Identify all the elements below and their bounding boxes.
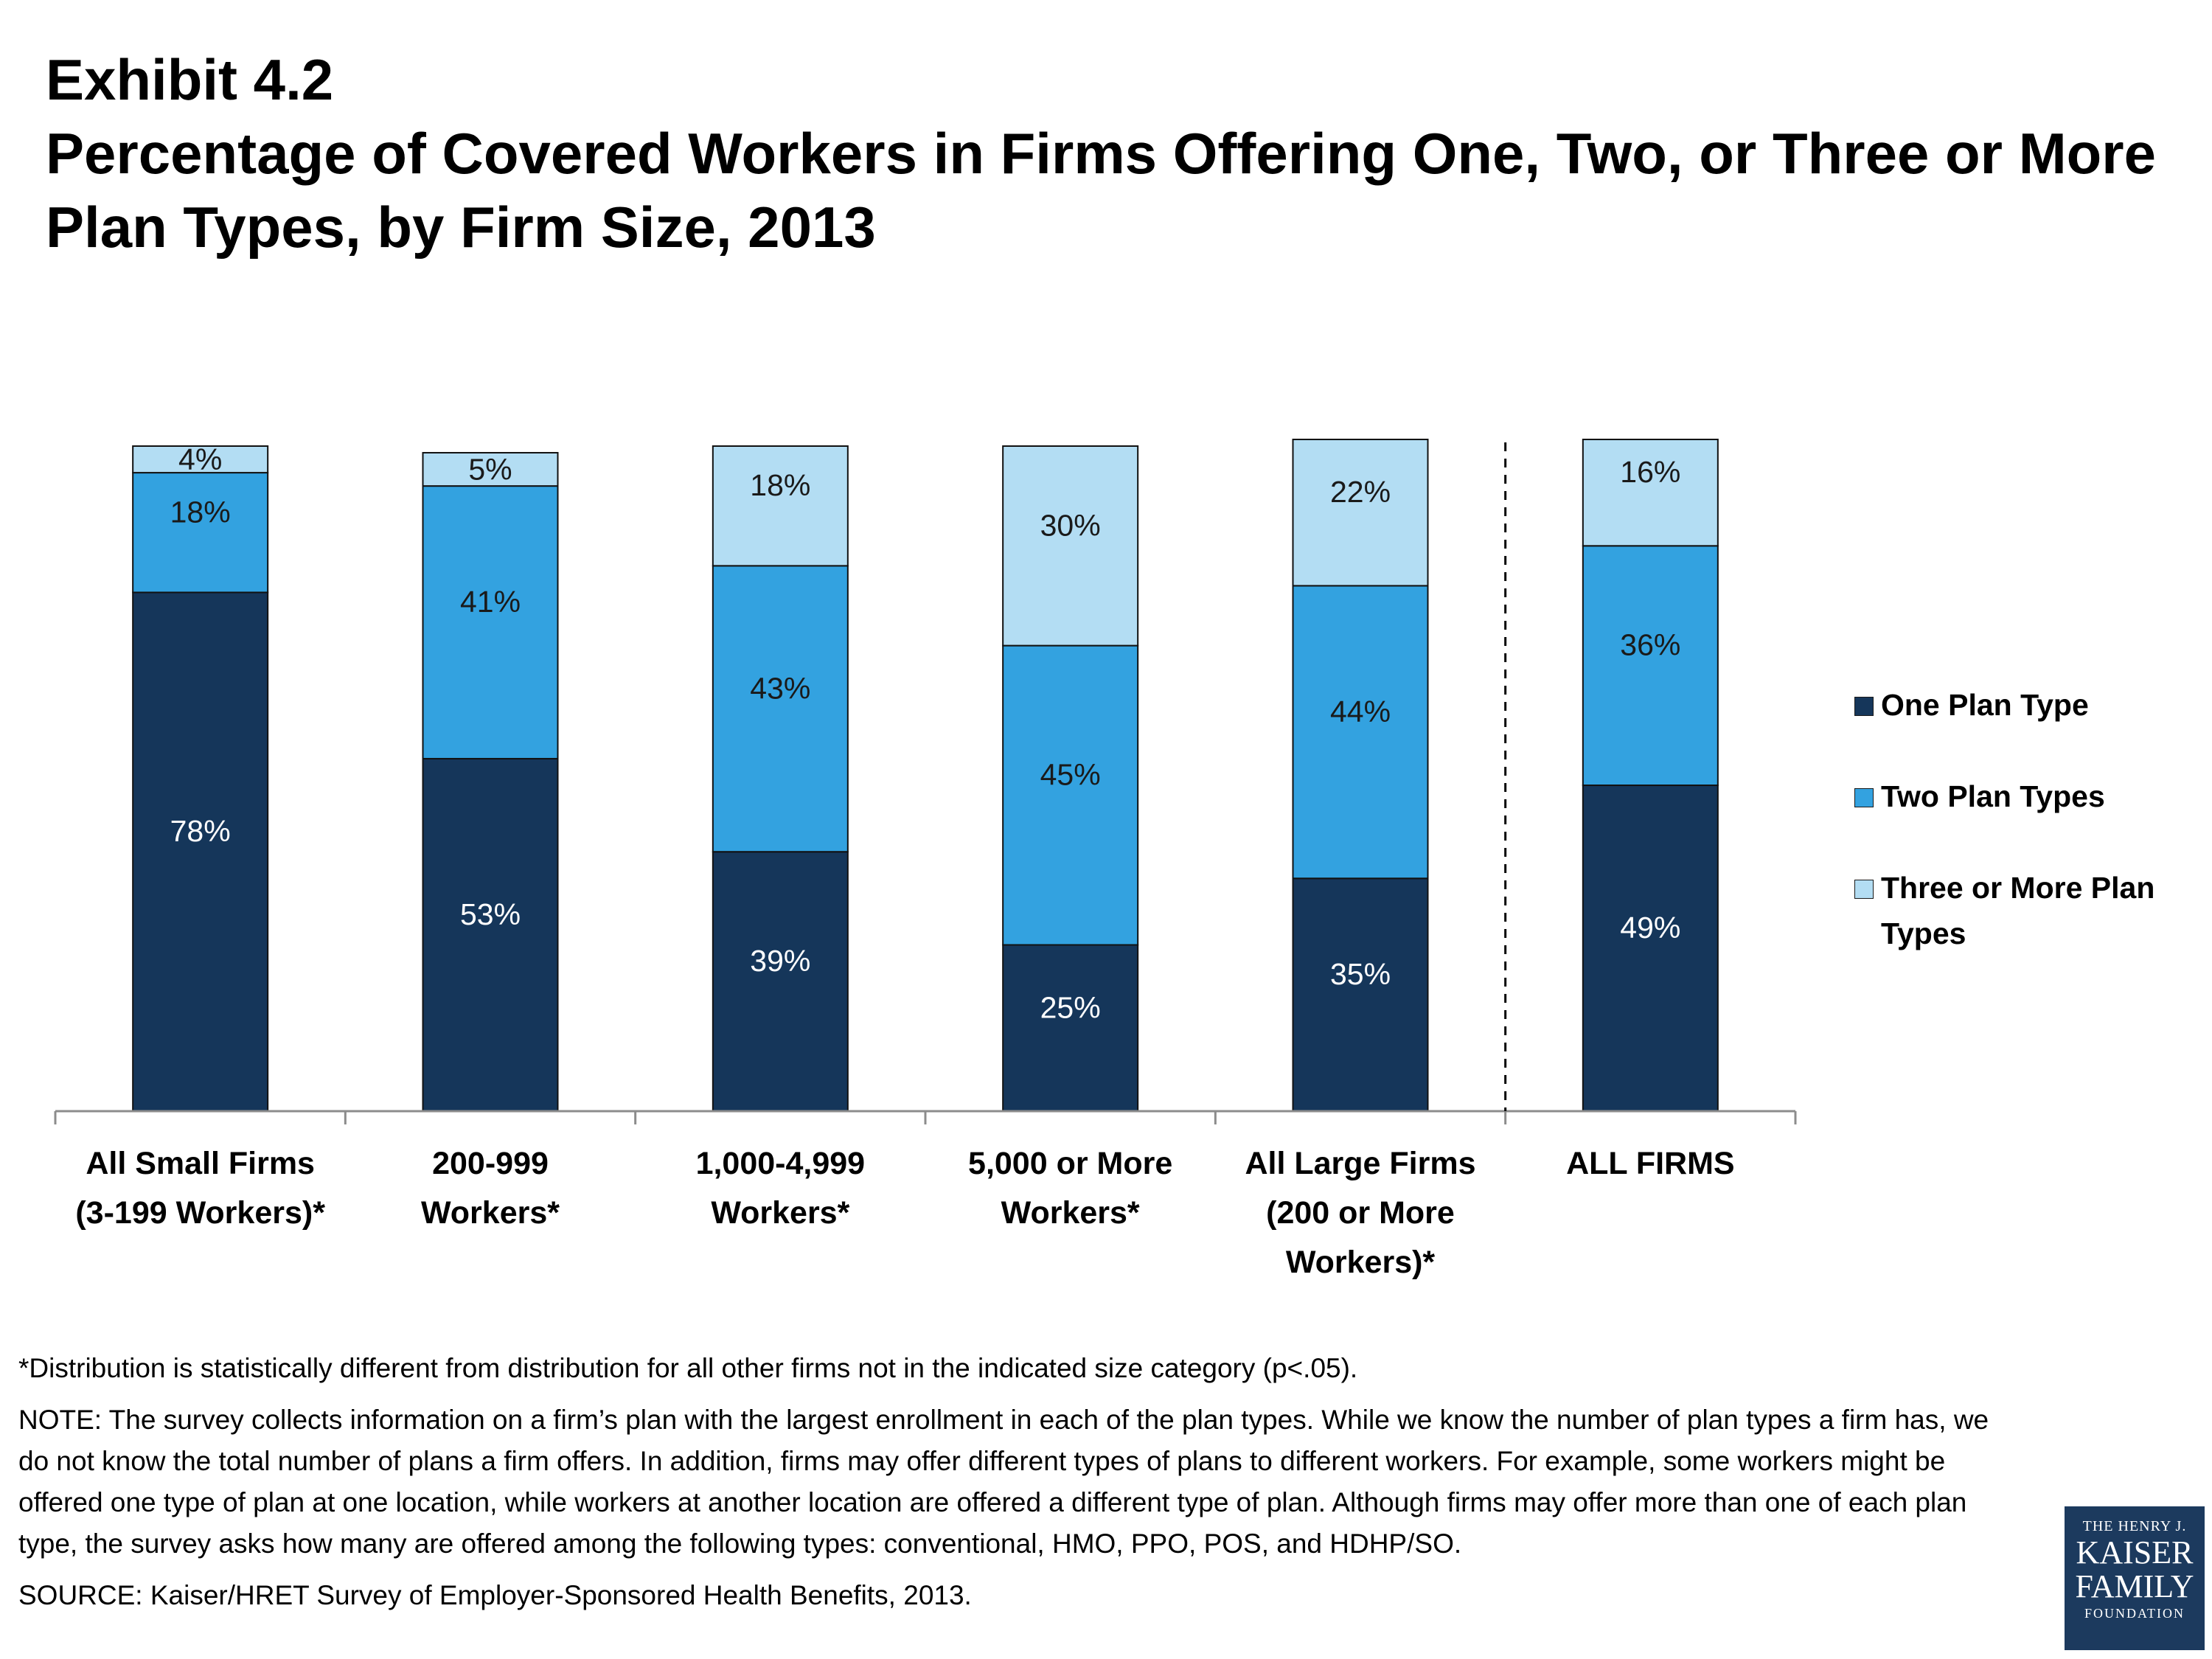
chart-title: Percentage of Covered Workers in Firms O… xyxy=(46,121,2157,260)
source-text: SOURCE: Kaiser/HRET Survey of Employer-S… xyxy=(18,1580,972,1610)
bar-segment-2-series-2 xyxy=(422,485,559,759)
category-label-4-line-1: 5,000 or More xyxy=(968,1146,1173,1181)
legend-swatch-two-plan-types xyxy=(1854,788,1874,807)
data-label-6-series-1: 49% xyxy=(1620,911,1680,945)
bar-segment-6-series-2 xyxy=(1582,545,1719,787)
note-text: NOTE: The survey collects information on… xyxy=(18,1405,1989,1559)
category-label-6-line-1: ALL FIRMS xyxy=(1566,1146,1735,1181)
category-label-1-line-1: All Small Firms xyxy=(86,1146,315,1181)
data-label-1-series-3: 4% xyxy=(178,442,222,476)
data-label-6-series-2: 36% xyxy=(1620,628,1680,662)
data-label-2-series-3: 5% xyxy=(468,453,512,487)
stacked-bar-chart: 78% 18% 4% 53% 41% 5% 39% 43% 18% 25% 45% 30% 35% 44%… xyxy=(54,438,1797,1124)
category-label-3-line-1: 1,000-4,999 xyxy=(695,1146,866,1181)
bar-segment-2-series-1 xyxy=(422,757,559,1112)
logo-line-1: THE HENRY J. xyxy=(2082,1518,2187,1534)
category-label-4-line-2: Workers* xyxy=(1001,1195,1140,1231)
category-label-5-line-1: All Large Firms xyxy=(1245,1146,1476,1181)
bar-segment-4-series-2 xyxy=(1002,644,1139,946)
data-label-2-series-1: 53% xyxy=(460,897,521,931)
logo-line-3: FAMILY xyxy=(2075,1568,2194,1604)
bar-segment-2-series-3 xyxy=(422,452,559,487)
bar-segment-6-series-1 xyxy=(1582,785,1719,1112)
kaiser-family-foundation-logo: THE HENRY J. KAISER FAMILY FOUNDATION xyxy=(2065,1506,2205,1650)
category-axis-labels: All Small Firms (3-199 Workers)* 200-999 Wo… xyxy=(0,1139,1799,1287)
bar-segment-3-series-1 xyxy=(712,851,849,1112)
legend-item-two-plan-types: Two Plan Types xyxy=(1854,773,2201,819)
category-label-6: ALL FIRMS xyxy=(1510,1139,1790,1189)
title-block: Exhibit 4.2 Percentage of Covered Worker… xyxy=(46,43,2184,264)
data-label-4-series-2: 45% xyxy=(1040,758,1101,792)
bar-segment-3-series-2 xyxy=(712,565,849,853)
category-label-2: 200-999 Workers* xyxy=(350,1139,630,1238)
category-label-1: All Small Firms (3-199 Workers)* xyxy=(60,1139,341,1238)
exhibit-number: Exhibit 4.2 xyxy=(46,47,334,112)
bar-segment-4-series-3 xyxy=(1002,445,1139,647)
legend-item-three-or-more-plan-types: Three or More Plan Types xyxy=(1854,865,2201,956)
data-label-4-series-1: 25% xyxy=(1040,990,1101,1024)
bar-segment-1-series-3 xyxy=(132,445,269,474)
data-label-2-series-2: 41% xyxy=(460,585,521,619)
category-label-2-line-2: Workers* xyxy=(420,1195,560,1231)
bar-segment-6-series-3 xyxy=(1582,438,1719,547)
category-label-4: 5,000 or More Workers* xyxy=(931,1139,1211,1238)
bar-segment-1-series-1 xyxy=(132,591,269,1112)
legend-swatch-one-plan-type xyxy=(1854,697,1874,716)
bar-segment-5-series-3 xyxy=(1292,438,1429,587)
legend-item-one-plan-type: One Plan Type xyxy=(1854,682,2201,728)
category-label-2-line-1: 200-999 xyxy=(432,1146,549,1181)
data-label-5-series-1: 35% xyxy=(1330,957,1391,991)
bar-segment-5-series-1 xyxy=(1292,877,1429,1112)
data-label-5-series-3: 22% xyxy=(1330,475,1391,509)
category-label-3-line-2: Workers* xyxy=(711,1195,850,1231)
footnote: *Distribution is statistically different… xyxy=(18,1353,1358,1383)
logo-line-2: KAISER xyxy=(2076,1534,2194,1571)
data-label-3-series-2: 43% xyxy=(750,671,810,705)
logo-line-4: FOUNDATION xyxy=(2084,1606,2185,1621)
data-label-1-series-1: 78% xyxy=(170,814,231,848)
legend: One Plan Type Two Plan Types Three or Mo… xyxy=(1854,682,2201,1002)
category-label-5: All Large Firms (200 or More Workers)* xyxy=(1220,1139,1500,1287)
legend-label-one-plan-type: One Plan Type xyxy=(1881,688,2089,722)
bar-segment-4-series-1 xyxy=(1002,944,1139,1112)
data-label-5-series-2: 44% xyxy=(1330,695,1391,728)
data-label-4-series-3: 30% xyxy=(1040,508,1101,542)
notes-block: *Distribution is statistically different… xyxy=(18,1348,2009,1627)
bar-segment-5-series-2 xyxy=(1292,585,1429,880)
category-label-1-line-2: (3-199 Workers)* xyxy=(75,1195,325,1231)
data-label-3-series-3: 18% xyxy=(750,468,810,502)
data-label-1-series-2: 18% xyxy=(170,495,231,529)
category-label-5-line-3: Workers)* xyxy=(1285,1245,1436,1280)
legend-label-three-or-more-plan-types: Three or More Plan Types xyxy=(1881,871,2155,950)
bar-segment-3-series-3 xyxy=(712,445,849,567)
category-label-3: 1,000-4,999 Workers* xyxy=(640,1139,920,1238)
legend-swatch-three-or-more-plan-types xyxy=(1854,880,1874,899)
data-label-6-series-3: 16% xyxy=(1620,455,1680,489)
bar-segment-1-series-2 xyxy=(132,472,269,594)
legend-label-two-plan-types: Two Plan Types xyxy=(1881,779,2105,813)
data-label-3-series-1: 39% xyxy=(750,944,810,978)
category-label-5-line-2: (200 or More xyxy=(1266,1195,1455,1231)
